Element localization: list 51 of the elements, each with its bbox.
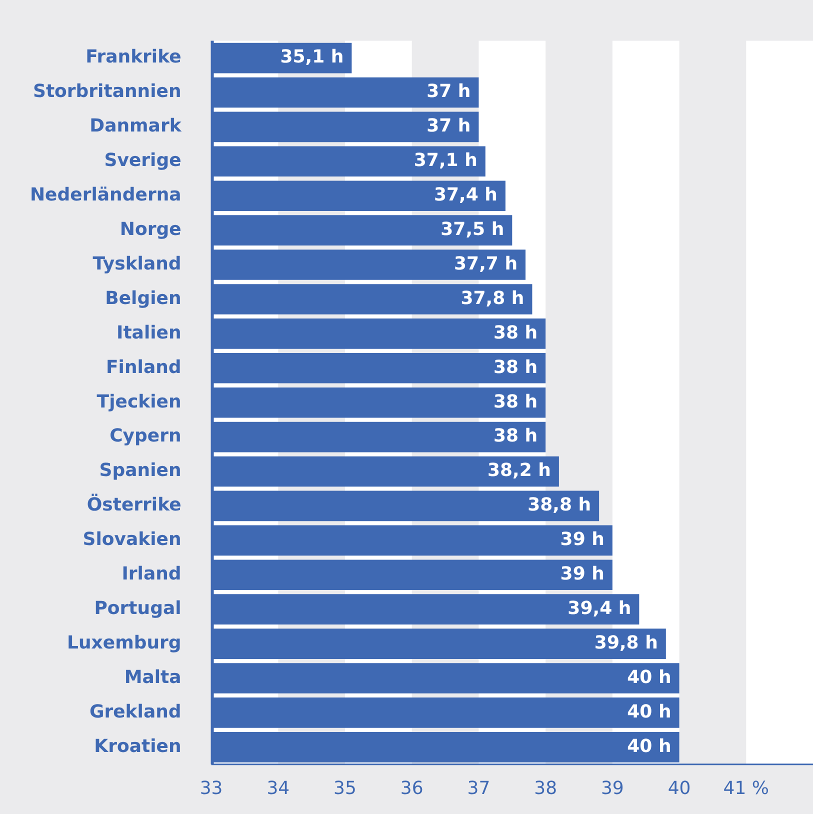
data-label: 39 h xyxy=(560,564,604,585)
y-tick-label: Grekland xyxy=(89,701,182,722)
data-label: 37,7 h xyxy=(454,253,518,274)
y-tick-label: Sverige xyxy=(104,150,182,172)
data-label: 38 h xyxy=(493,356,538,378)
data-label: 35,1 h xyxy=(280,46,344,68)
y-tick-label: Tyskland xyxy=(92,253,182,274)
data-label: 37,4 h xyxy=(434,184,498,206)
x-tick-label: 41 % xyxy=(723,778,770,799)
data-label: 39,4 h xyxy=(568,598,632,620)
y-tick-label: Italien xyxy=(116,322,182,344)
x-tick-label: 38 xyxy=(534,778,558,799)
y-tick-label: Storbritannien xyxy=(32,81,182,102)
data-label: 40 h xyxy=(627,701,672,722)
data-label: 39,8 h xyxy=(594,632,658,654)
data-label: 37,5 h xyxy=(440,218,504,240)
y-tick-label: Irland xyxy=(122,564,182,585)
data-label: 38 h xyxy=(493,426,538,447)
y-tick-label: Danmark xyxy=(90,116,182,137)
data-label: 38 h xyxy=(493,322,538,344)
y-tick-label: Norge xyxy=(120,218,182,240)
y-tick-label: Tjeckien xyxy=(96,391,182,412)
y-tick-label: Kroatien xyxy=(94,736,182,757)
data-label: 40 h xyxy=(627,666,672,688)
x-tick-label: 34 xyxy=(266,778,290,799)
x-tick-label: 33 xyxy=(200,778,223,799)
y-tick-label: Malta xyxy=(124,666,182,688)
data-label: 39 h xyxy=(560,529,604,550)
x-tick-label: 37 xyxy=(467,778,490,799)
y-tick-label: Portugal xyxy=(94,598,182,620)
y-tick-label: Finland xyxy=(106,356,182,378)
y-tick-label: Luxemburg xyxy=(66,632,182,654)
y-tick-label: Belgien xyxy=(105,288,182,309)
y-tick-label: Frankrike xyxy=(86,46,182,68)
y-tick-label: Cypern xyxy=(110,426,182,447)
data-label: 37 h xyxy=(426,116,471,137)
data-label: 38,8 h xyxy=(528,494,592,516)
data-label: 37,1 h xyxy=(414,150,478,172)
x-tick-label: 39 xyxy=(600,778,624,799)
y-tick-label: Slovakien xyxy=(82,529,182,550)
data-label: 38,2 h xyxy=(487,460,551,482)
x-tick-label: 35 xyxy=(334,778,356,799)
data-label: 38 h xyxy=(493,391,538,412)
data-label: 37 h xyxy=(426,81,471,102)
y-tick-label: Spanien xyxy=(99,460,182,482)
x-tick-label: 36 xyxy=(400,778,424,799)
data-label: 37,8 h xyxy=(460,288,524,309)
data-label: 40 h xyxy=(627,736,672,757)
x-tick-label: 40 xyxy=(668,778,691,799)
y-tick-label: Österrike xyxy=(86,494,182,516)
y-tick-label: Nederländerna xyxy=(30,184,182,206)
